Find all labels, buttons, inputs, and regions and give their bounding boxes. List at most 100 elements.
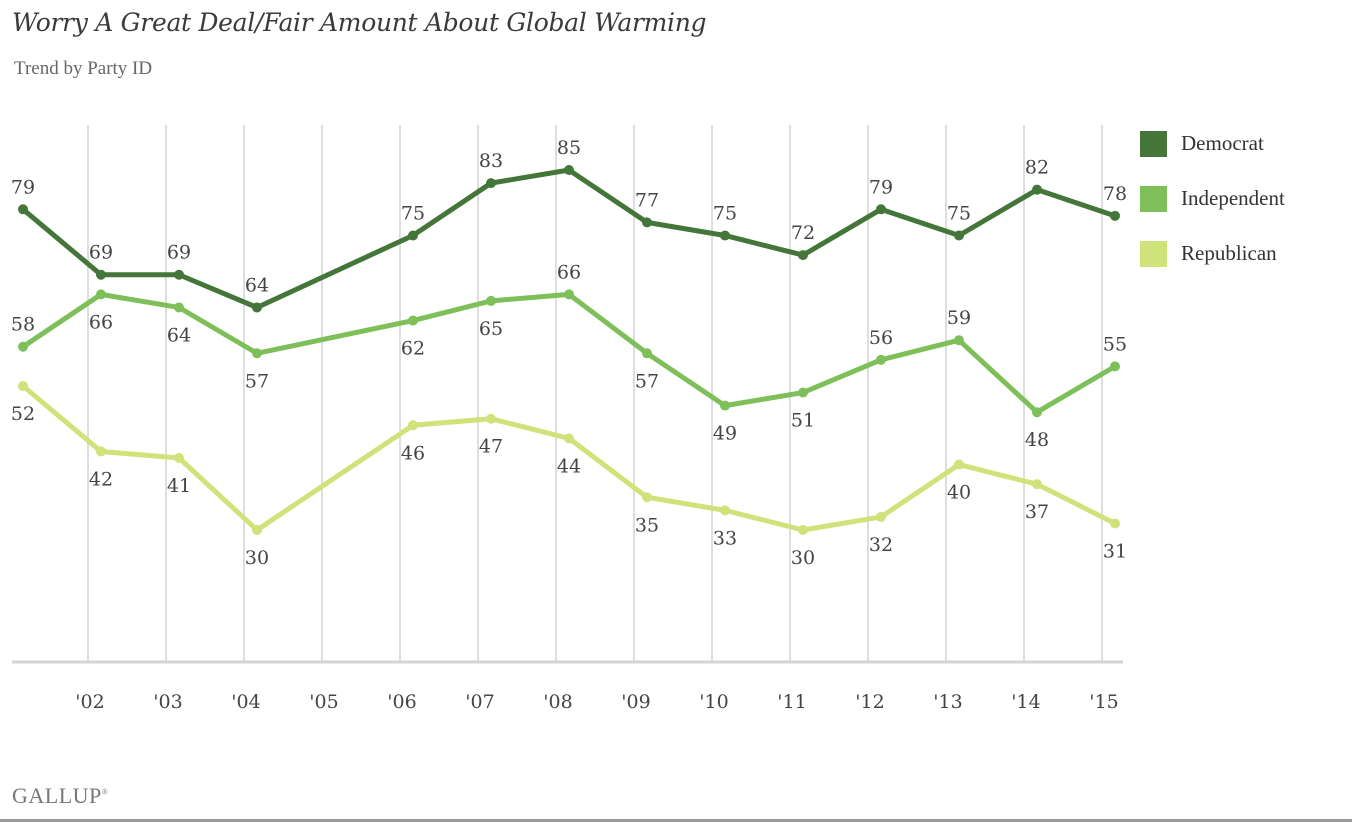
- data-point-democrat: [1110, 210, 1120, 221]
- data-label-republican: 32: [869, 534, 893, 556]
- data-label-republican: 41: [167, 475, 191, 497]
- legend-swatch-republican: [1140, 240, 1167, 267]
- series-lines: [18, 165, 1120, 535]
- data-label-republican: 30: [245, 547, 269, 569]
- legend-swatch-independent: [1140, 185, 1167, 212]
- data-label-democrat: 69: [89, 242, 113, 264]
- data-point-independent: [798, 387, 808, 398]
- data-point-independent: [720, 400, 730, 411]
- data-point-democrat: [720, 230, 730, 241]
- data-point-democrat: [798, 250, 808, 261]
- data-point-democrat: [486, 178, 496, 189]
- data-label-republican: 47: [479, 436, 503, 458]
- data-point-republican: [642, 492, 652, 503]
- data-label-independent: 58: [11, 314, 35, 336]
- chart-subtitle: Trend by Party ID: [14, 58, 153, 79]
- x-tick-label: '03: [153, 691, 182, 713]
- legend-item-republican[interactable]: Republican: [1140, 226, 1285, 281]
- data-point-republican: [1110, 518, 1120, 529]
- data-point-republican: [876, 511, 886, 522]
- series-line-independent: [20, 291, 1118, 415]
- legend-swatch-democrat: [1140, 130, 1167, 157]
- data-point-independent: [486, 295, 496, 306]
- data-label-republican: 52: [11, 403, 35, 425]
- data-point-democrat: [18, 204, 28, 215]
- data-label-democrat: 75: [947, 202, 971, 224]
- data-label-democrat: 75: [401, 202, 425, 224]
- legend-item-democrat[interactable]: Democrat: [1140, 116, 1285, 171]
- data-label-republican: 40: [947, 482, 971, 504]
- x-tick-label: '07: [465, 691, 494, 713]
- data-label-independent: 48: [1025, 429, 1049, 451]
- data-label-independent: 64: [167, 324, 191, 346]
- data-label-independent: 65: [479, 318, 503, 340]
- data-point-independent: [252, 348, 262, 359]
- data-label-democrat: 79: [869, 176, 893, 198]
- data-point-independent: [1032, 407, 1042, 418]
- data-label-democrat: 64: [245, 274, 269, 296]
- data-label-republican: 30: [791, 547, 815, 569]
- data-point-independent: [954, 335, 964, 346]
- data-point-democrat: [564, 165, 574, 176]
- data-label-republican: 46: [401, 442, 425, 464]
- x-tick-label: '15: [1089, 691, 1118, 713]
- data-label-democrat: 82: [1025, 157, 1049, 179]
- legend: Democrat Independent Republican: [1140, 116, 1285, 281]
- data-point-democrat: [174, 269, 184, 280]
- data-point-democrat: [252, 302, 262, 313]
- data-point-democrat: [876, 204, 886, 215]
- data-label-democrat: 78: [1103, 183, 1127, 205]
- data-label-independent: 66: [89, 311, 113, 333]
- legend-label-republican: Republican: [1181, 241, 1277, 265]
- data-point-republican: [408, 420, 418, 431]
- series-line-republican: [20, 383, 1118, 533]
- x-axis: '02 '03 '04 '05 '06 '07 '08 '09 '10 '11 '12 '13 '14 '…: [12, 660, 1123, 713]
- legend-label-independent: Independent: [1181, 186, 1285, 210]
- data-point-independent: [408, 315, 418, 326]
- data-point-independent: [642, 348, 652, 359]
- x-tick-label: '08: [543, 691, 572, 713]
- data-label-republican: 31: [1103, 540, 1127, 562]
- data-point-democrat: [1032, 184, 1042, 195]
- data-point-independent: [564, 289, 574, 300]
- data-label-independent: 55: [1103, 333, 1127, 355]
- data-point-democrat: [408, 230, 418, 241]
- data-label-independent: 49: [713, 423, 737, 445]
- data-label-republican: 37: [1025, 501, 1049, 523]
- data-labels: 79 69 69 64 75 83 85 77 75 72 79 75 82 78 58 66 64 57 62 65…: [11, 137, 1127, 569]
- data-point-republican: [18, 381, 28, 392]
- bottom-divider: [0, 819, 1352, 822]
- data-point-republican: [954, 459, 964, 470]
- data-point-republican: [486, 413, 496, 424]
- data-point-independent: [876, 354, 886, 365]
- x-tick-label: '11: [777, 691, 806, 713]
- data-label-independent: 57: [245, 370, 269, 392]
- data-label-republican: 42: [89, 468, 113, 490]
- data-point-republican: [720, 505, 730, 516]
- data-label-independent: 62: [401, 338, 425, 360]
- data-label-independent: 66: [557, 261, 581, 283]
- x-tick-label: '13: [933, 691, 962, 713]
- data-label-democrat: 77: [635, 189, 659, 211]
- data-point-republican: [798, 525, 808, 535]
- data-point-republican: [564, 433, 574, 444]
- data-label-independent: 59: [947, 307, 971, 329]
- data-point-republican: [252, 525, 262, 535]
- legend-item-independent[interactable]: Independent: [1140, 171, 1285, 226]
- data-label-republican: 44: [557, 455, 581, 477]
- data-point-democrat: [954, 230, 964, 241]
- data-point-independent: [18, 341, 28, 352]
- brand-name: GALLUP: [12, 783, 102, 808]
- data-point-republican: [1032, 479, 1042, 490]
- gridlines: [87, 125, 1103, 662]
- data-label-democrat: 79: [11, 176, 35, 198]
- data-label-democrat: 72: [791, 222, 815, 244]
- chart-title: Worry A Great Deal/Fair Amount About Glo…: [12, 8, 707, 37]
- brand-mark: ®: [101, 787, 109, 797]
- data-label-independent: 51: [791, 410, 815, 432]
- data-label-democrat: 75: [713, 202, 737, 224]
- data-label-democrat: 83: [479, 150, 503, 172]
- x-tick-label: '12: [855, 691, 884, 713]
- data-point-independent: [96, 289, 106, 300]
